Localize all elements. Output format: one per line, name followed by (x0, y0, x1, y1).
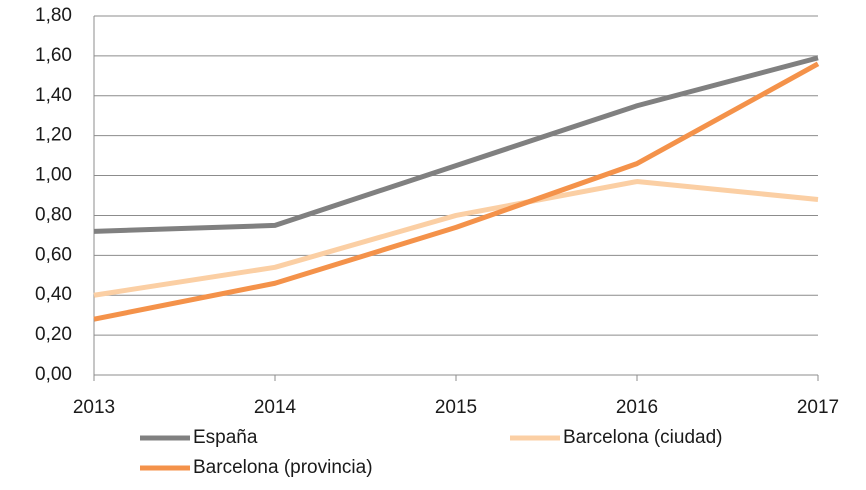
series-line (93, 55, 819, 234)
y-tick-label: 1,60 (35, 45, 72, 66)
y-tick-label: 1,40 (35, 85, 72, 106)
x-tick-label: 2017 (797, 397, 839, 418)
series-line (93, 179, 819, 298)
x-tick-label: 2013 (73, 397, 115, 418)
legend-label: España (193, 427, 258, 448)
y-tick-label: 0,00 (35, 364, 72, 385)
legend-label: Barcelona (ciudad) (563, 427, 722, 448)
y-tick-label: 0,40 (35, 284, 72, 305)
y-tick-label: 1,00 (35, 165, 72, 186)
y-tick-label: 1,20 (35, 125, 72, 146)
series-line (93, 61, 820, 322)
y-tick-label: 0,80 (35, 204, 72, 225)
x-tick-label: 2015 (435, 397, 477, 418)
x-tick-label: 2014 (254, 397, 297, 418)
legend-label: Barcelona (provincia) (193, 457, 373, 478)
x-tick-label: 2016 (616, 397, 658, 418)
y-tick-label: 1,80 (35, 5, 72, 26)
y-tick-label: 0,20 (35, 324, 72, 345)
y-tick-label: 0,60 (35, 244, 72, 265)
